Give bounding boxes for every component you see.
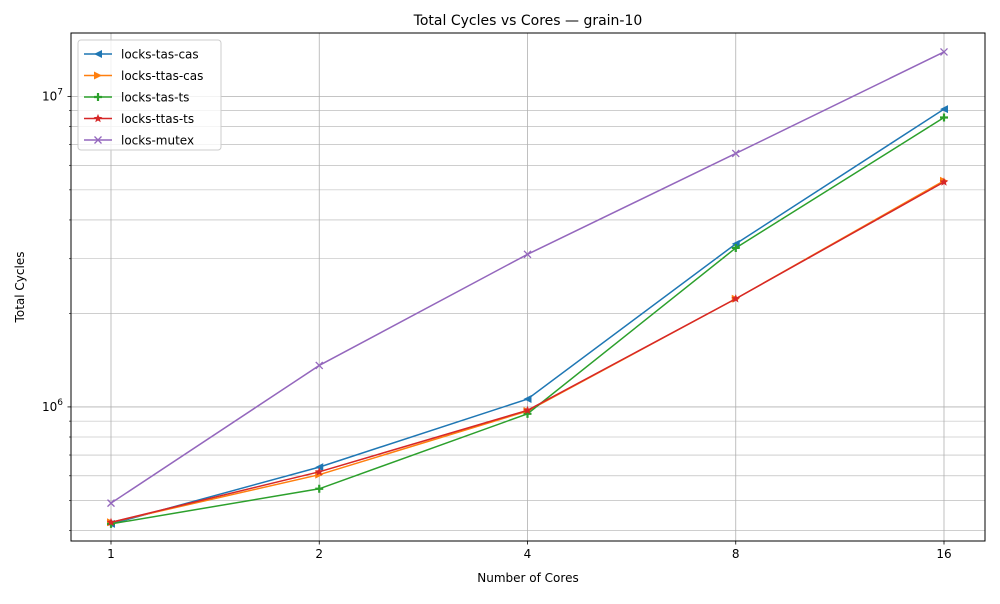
data-point: [523, 395, 532, 404]
y-tick-label: 107: [42, 87, 63, 103]
data-point: [107, 499, 115, 508]
chart-title: Total Cycles vs Cores — grain-10: [413, 13, 643, 29]
data-point: [940, 113, 948, 122]
data-point: [731, 243, 740, 252]
series-locks-ttas-ts: [106, 177, 949, 527]
legend-item: locks-tas-ts: [84, 91, 189, 105]
x-axis-label: Number of Cores: [477, 571, 578, 585]
legend-marker: [94, 136, 102, 144]
legend-label: locks-ttas-cas: [121, 69, 203, 83]
data-point: [731, 149, 740, 158]
plot-area-frame: [70, 32, 986, 542]
legend-marker: [94, 71, 102, 80]
legend-box: [77, 39, 222, 151]
series-locks-mutex: [107, 48, 948, 508]
legend-marker: [94, 50, 102, 58]
legend-marker: [93, 113, 103, 123]
legend-item: locks-ttas-ts: [84, 112, 194, 126]
legend-label: locks-tas-cas: [121, 48, 199, 62]
y-axis-label: Total Cycles: [13, 252, 27, 324]
x-tick-label: 1: [107, 547, 115, 561]
data-point: [315, 484, 324, 493]
data-point: [523, 405, 532, 415]
legend-item: locks-mutex: [84, 134, 194, 148]
series-locks-tas-ts: [107, 113, 948, 528]
legend-label: locks-mutex: [121, 134, 194, 148]
data-point: [523, 250, 532, 259]
data-point: [106, 517, 116, 527]
legend: locks-tas-cas locks-ttas-cas locks-tas-ts l…: [77, 39, 222, 151]
data-point: [940, 105, 948, 114]
legend-label: locks-tas-ts: [121, 91, 189, 105]
data-point: [315, 361, 324, 370]
legend-marker: [94, 93, 102, 101]
y-tick-label: 106: [42, 398, 63, 414]
data-point: [315, 463, 324, 472]
legend-label: locks-ttas-ts: [121, 112, 194, 126]
data-point: [314, 467, 324, 476]
legend-item: locks-ttas-cas: [84, 69, 203, 83]
x-tick-label: 16: [936, 547, 951, 561]
data-point: [731, 294, 741, 303]
data-point: [939, 177, 949, 186]
x-tick-label: 4: [524, 547, 532, 561]
x-tick-label: 8: [732, 547, 740, 561]
data-point: [940, 48, 948, 56]
legend-item: locks-tas-cas: [84, 48, 199, 62]
x-tick-label: 2: [315, 547, 323, 561]
